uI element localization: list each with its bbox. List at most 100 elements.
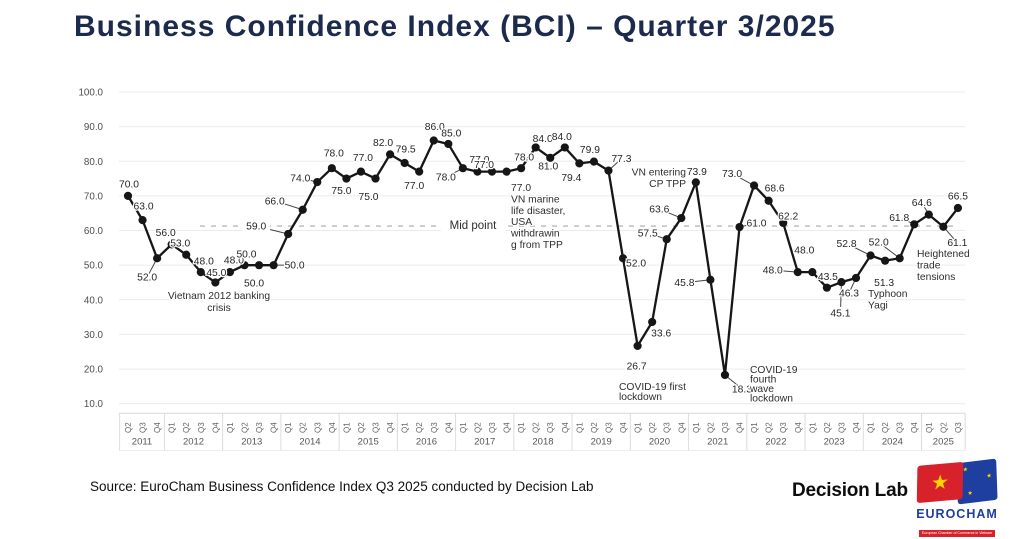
x-axis-quarter-label: Q1 [750, 422, 759, 433]
data-label: 57.5 [638, 229, 658, 240]
data-point [720, 370, 730, 380]
x-axis-quarter-label: Q2 [240, 422, 249, 433]
x-axis-quarter-label: Q1 [401, 422, 410, 433]
x-axis-quarter-label: Q2 [182, 422, 191, 433]
data-label: 66.5 [948, 192, 968, 203]
data-point [910, 220, 919, 229]
annotation-text: 77.0 [511, 183, 531, 194]
x-axis-year-label: 2017 [474, 437, 495, 448]
data-label: 33.6 [651, 328, 671, 339]
x-axis-quarter-label: Q4 [561, 422, 570, 433]
x-axis-year-label: 2022 [765, 437, 786, 448]
y-axis-label: 90.0 [84, 122, 104, 133]
data-point [327, 164, 336, 173]
data-point [487, 167, 497, 176]
data-point [225, 267, 235, 277]
x-axis-quarter-label: Q4 [736, 422, 745, 433]
annotation-text: Heightened [917, 249, 970, 260]
x-axis-quarter-label: Q1 [459, 422, 468, 433]
decision-lab-wordmark: Decision Lab [792, 480, 908, 501]
annotation-text: Vietnam 2012 banking [168, 291, 271, 302]
x-axis-quarter-label: Q3 [604, 422, 613, 433]
data-point [531, 143, 540, 152]
data-label: 50.0 [285, 261, 305, 272]
x-axis-quarter-label: Q3 [139, 422, 148, 433]
data-label: 59.0 [246, 221, 266, 232]
data-point [618, 254, 628, 263]
x-axis-quarter-label: Q3 [721, 422, 730, 433]
data-point [589, 157, 599, 166]
eurocham-flag-icon: ★ ★ ★ ★ [914, 458, 1000, 505]
annotation-text: VN marine [511, 194, 560, 205]
x-axis-quarter-label: Q3 [430, 422, 439, 433]
data-label: 77.0 [404, 181, 424, 192]
x-axis-quarter-label: Q4 [794, 422, 803, 433]
data-label: 82.0 [373, 138, 393, 149]
data-label: 84.0 [533, 134, 553, 145]
x-axis-quarter-label: Q4 [270, 422, 279, 433]
data-point [385, 150, 395, 159]
x-axis-year-label: 2013 [241, 437, 262, 448]
data-point [575, 159, 584, 168]
x-axis-quarter-label: Q1 [517, 422, 526, 433]
data-label: 56.0 [156, 228, 176, 239]
data-label: 48.0 [194, 257, 214, 268]
x-axis-quarter-label: Q2 [299, 422, 308, 433]
data-label: 46.3 [839, 288, 859, 299]
x-axis-quarter-label: Q4 [211, 422, 220, 433]
data-label: 77.0 [353, 153, 373, 164]
data-label: 70.0 [119, 179, 139, 190]
data-label: 51.3 [874, 278, 894, 289]
data-point [691, 178, 700, 187]
data-label: 43.5 [818, 272, 838, 283]
data-point [269, 261, 278, 270]
data-label: 77.0 [474, 160, 494, 171]
x-axis-quarter-label: Q4 [503, 422, 512, 433]
eurocham-logo: ★ ★ ★ ★ EUROCHAM European Chamber of Com… [908, 458, 1006, 539]
data-label: 52.0 [137, 273, 157, 284]
data-point [429, 136, 438, 145]
x-axis-quarter-label: Q1 [808, 422, 817, 433]
annotation-text: Typhoon [868, 289, 908, 300]
data-label: 78.0 [514, 153, 534, 164]
x-axis-year-label: 2019 [591, 437, 612, 448]
x-axis-quarter-label: Q2 [881, 422, 890, 433]
x-axis-quarter-label: Q2 [415, 422, 424, 433]
data-point [779, 218, 788, 228]
x-axis-year-label: 2016 [416, 437, 437, 448]
annotation-text: tensions [917, 272, 955, 283]
data-point [749, 181, 759, 190]
bci-series-line [127, 139, 959, 377]
data-label: 75.0 [331, 186, 351, 197]
y-axis-label: 30.0 [84, 330, 104, 341]
data-point [473, 167, 482, 176]
data-point [677, 213, 686, 223]
eurocham-name: EUROCHAM [916, 507, 998, 521]
data-point [400, 158, 409, 168]
x-axis-quarter-label: Q2 [473, 422, 482, 433]
data-point [546, 153, 555, 162]
data-label: 78.0 [324, 149, 344, 160]
data-label: 26.7 [627, 361, 647, 372]
x-axis-quarter-label: Q3 [488, 422, 497, 433]
annotation-background [440, 217, 506, 232]
y-axis-label: 50.0 [84, 261, 104, 272]
x-axis-quarter-label: Q1 [867, 422, 876, 433]
x-axis-year-label: 2025 [933, 437, 954, 448]
data-label: 50.0 [236, 250, 256, 261]
data-point [123, 191, 133, 201]
x-axis-quarter-label: Q4 [444, 422, 453, 433]
x-axis-quarter-label: Q4 [153, 422, 162, 433]
annotation-text: Yagi [868, 301, 888, 312]
x-axis-quarter-label: Q3 [663, 422, 672, 433]
annotation-text: CP TPP [649, 179, 686, 190]
vietnam-flag-icon: ★ [916, 461, 964, 504]
bci-line-chart: 100.0 90.0 80.0 70.0 60.0 50.0 40.0 30.0 20.0 10.… [78, 88, 971, 451]
x-axis-year-label: 2014 [299, 437, 320, 448]
data-label: 68.6 [765, 183, 785, 194]
data-point [939, 222, 948, 231]
data-label: 45.8 [674, 278, 694, 289]
data-label: 52.0 [626, 259, 646, 270]
x-axis-quarter-label: Q1 [925, 422, 934, 433]
source-text: Source: EuroCham Business Confidence Ind… [90, 479, 594, 494]
